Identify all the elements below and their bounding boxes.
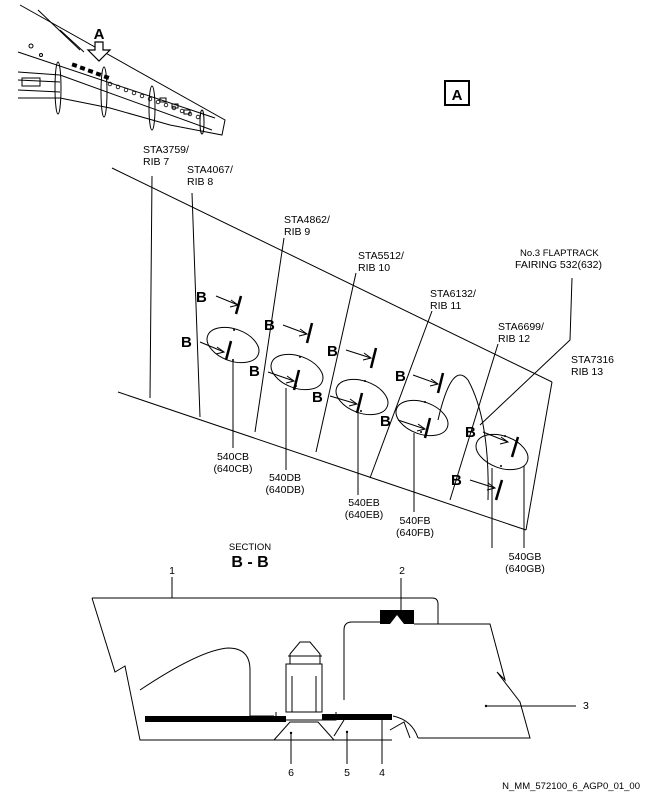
panel-label-eb: 540EB [348,497,380,509]
part-2-notch [390,615,404,624]
panel-alt-eb: (640EB) [345,509,384,521]
rib-label-7: RIB 7 [143,156,169,168]
callout-1: 1 [169,565,175,577]
seal-strip [145,716,286,722]
rib-line-9 [254,237,285,433]
figure-id: N_MM_572100_6_AGP0_01_00 [502,781,640,792]
svg-text:B: B [327,343,338,360]
panel-alt-fb: (640FB) [396,527,434,539]
rib-label-11: RIB 11 [430,300,461,312]
panel-label-db: 540DB [269,472,301,484]
rib-lines [149,175,573,501]
station-label-7: STA3759/ [143,144,189,156]
rib-label-10: RIB 10 [358,262,390,274]
view-label: A [452,87,463,104]
cut-marker-7 [412,372,445,394]
svg-text:B: B [264,317,275,334]
rib-line-8 [191,192,201,418]
panel-dots [232,329,506,467]
rib-line-11 [369,310,433,479]
seal-strip-right [322,714,392,720]
panel-alt-cb: (640CB) [213,463,252,475]
callout-6: 6 [288,767,294,779]
cut-marker-10 [469,479,504,501]
cut-marker-3 [282,322,314,344]
wing-key-holes [107,81,201,120]
callout-2: 2 [399,565,405,577]
cut-marker-5 [345,347,378,369]
rib-label-12: RIB 12 [498,333,530,345]
station-labels: STA3759/ RIB 7 STA4067/ RIB 8 STA4862/ R… [143,144,614,378]
callout-numbers: 1 2 3 4 5 6 [169,565,589,779]
callout-5: 5 [344,767,350,779]
panel-labels: 540CB (640CB) 540DB (640DB) 540EB (640EB… [213,451,544,575]
panel-oval-gb [475,433,529,471]
cut-marker-2 [199,340,233,361]
section-heading: SECTION [229,542,271,553]
station-label-9: STA4862/ [284,214,330,226]
rib-line-10 [315,272,357,453]
wing-key-sketch [17,4,226,136]
rib-label-8: RIB 8 [187,176,213,188]
panel-oval-cb [206,326,260,364]
section-drawing [91,597,531,741]
callout-leaders [171,577,576,764]
svg-text:B: B [181,334,192,351]
svg-text:B: B [249,363,260,380]
panel-alt-gb: (640GB) [505,563,545,575]
section-cut-markers [199,295,520,501]
callout-4: 4 [379,767,385,779]
rib-label-9: RIB 9 [284,226,310,238]
rib-line-12 [449,343,499,501]
station-label-13: STA7316 [571,354,614,366]
panel-leaders [232,360,525,548]
station-label-11: STA6132/ [430,288,476,300]
cut-marker-8 [397,417,432,439]
station-label-10: STA5512/ [358,250,404,262]
svg-text:B: B [465,424,476,441]
view-arrow-icon [86,41,112,62]
svg-text:B: B [395,368,406,385]
access-panels [206,326,529,471]
panel-label-gb: 540GB [509,551,542,563]
wing-key-marked-panels [71,62,110,80]
svg-text:B: B [312,389,323,406]
station-label-8: STA4067/ [187,164,233,176]
fairing-label-line1: No.3 FLAPTRACK [520,248,599,259]
fairing-label-line2: FAIRING 532(632) [515,259,602,271]
rib-label-13: RIB 13 [571,366,603,378]
cut-marker-9 [482,431,520,458]
svg-text:B: B [196,289,207,306]
fairing-pointer [479,277,573,426]
fairing-outline [437,374,489,501]
panel-label-fb: 540FB [400,515,431,527]
main-view-outline [111,167,553,531]
view-label-box [444,80,470,106]
cut-marker-6 [329,392,364,414]
svg-text:B: B [380,413,391,430]
section-title: B - B [231,554,268,571]
cut-marker-1 [215,295,243,315]
panel-alt-db: (640DB) [265,484,304,496]
station-label-12: STA6699/ [498,321,544,333]
cut-marker-4 [267,369,301,391]
view-arrow-label: A [94,26,105,43]
svg-text:B: B [451,472,462,489]
callout-dots [289,704,488,735]
section-cut-labels: B B B B B B B B B B [181,289,476,489]
panel-label-cb: 540CB [217,451,249,463]
panel-oval-db [270,353,324,391]
rib-line-7 [149,175,153,399]
callout-3: 3 [583,700,589,712]
panel-oval-fb [395,399,449,437]
